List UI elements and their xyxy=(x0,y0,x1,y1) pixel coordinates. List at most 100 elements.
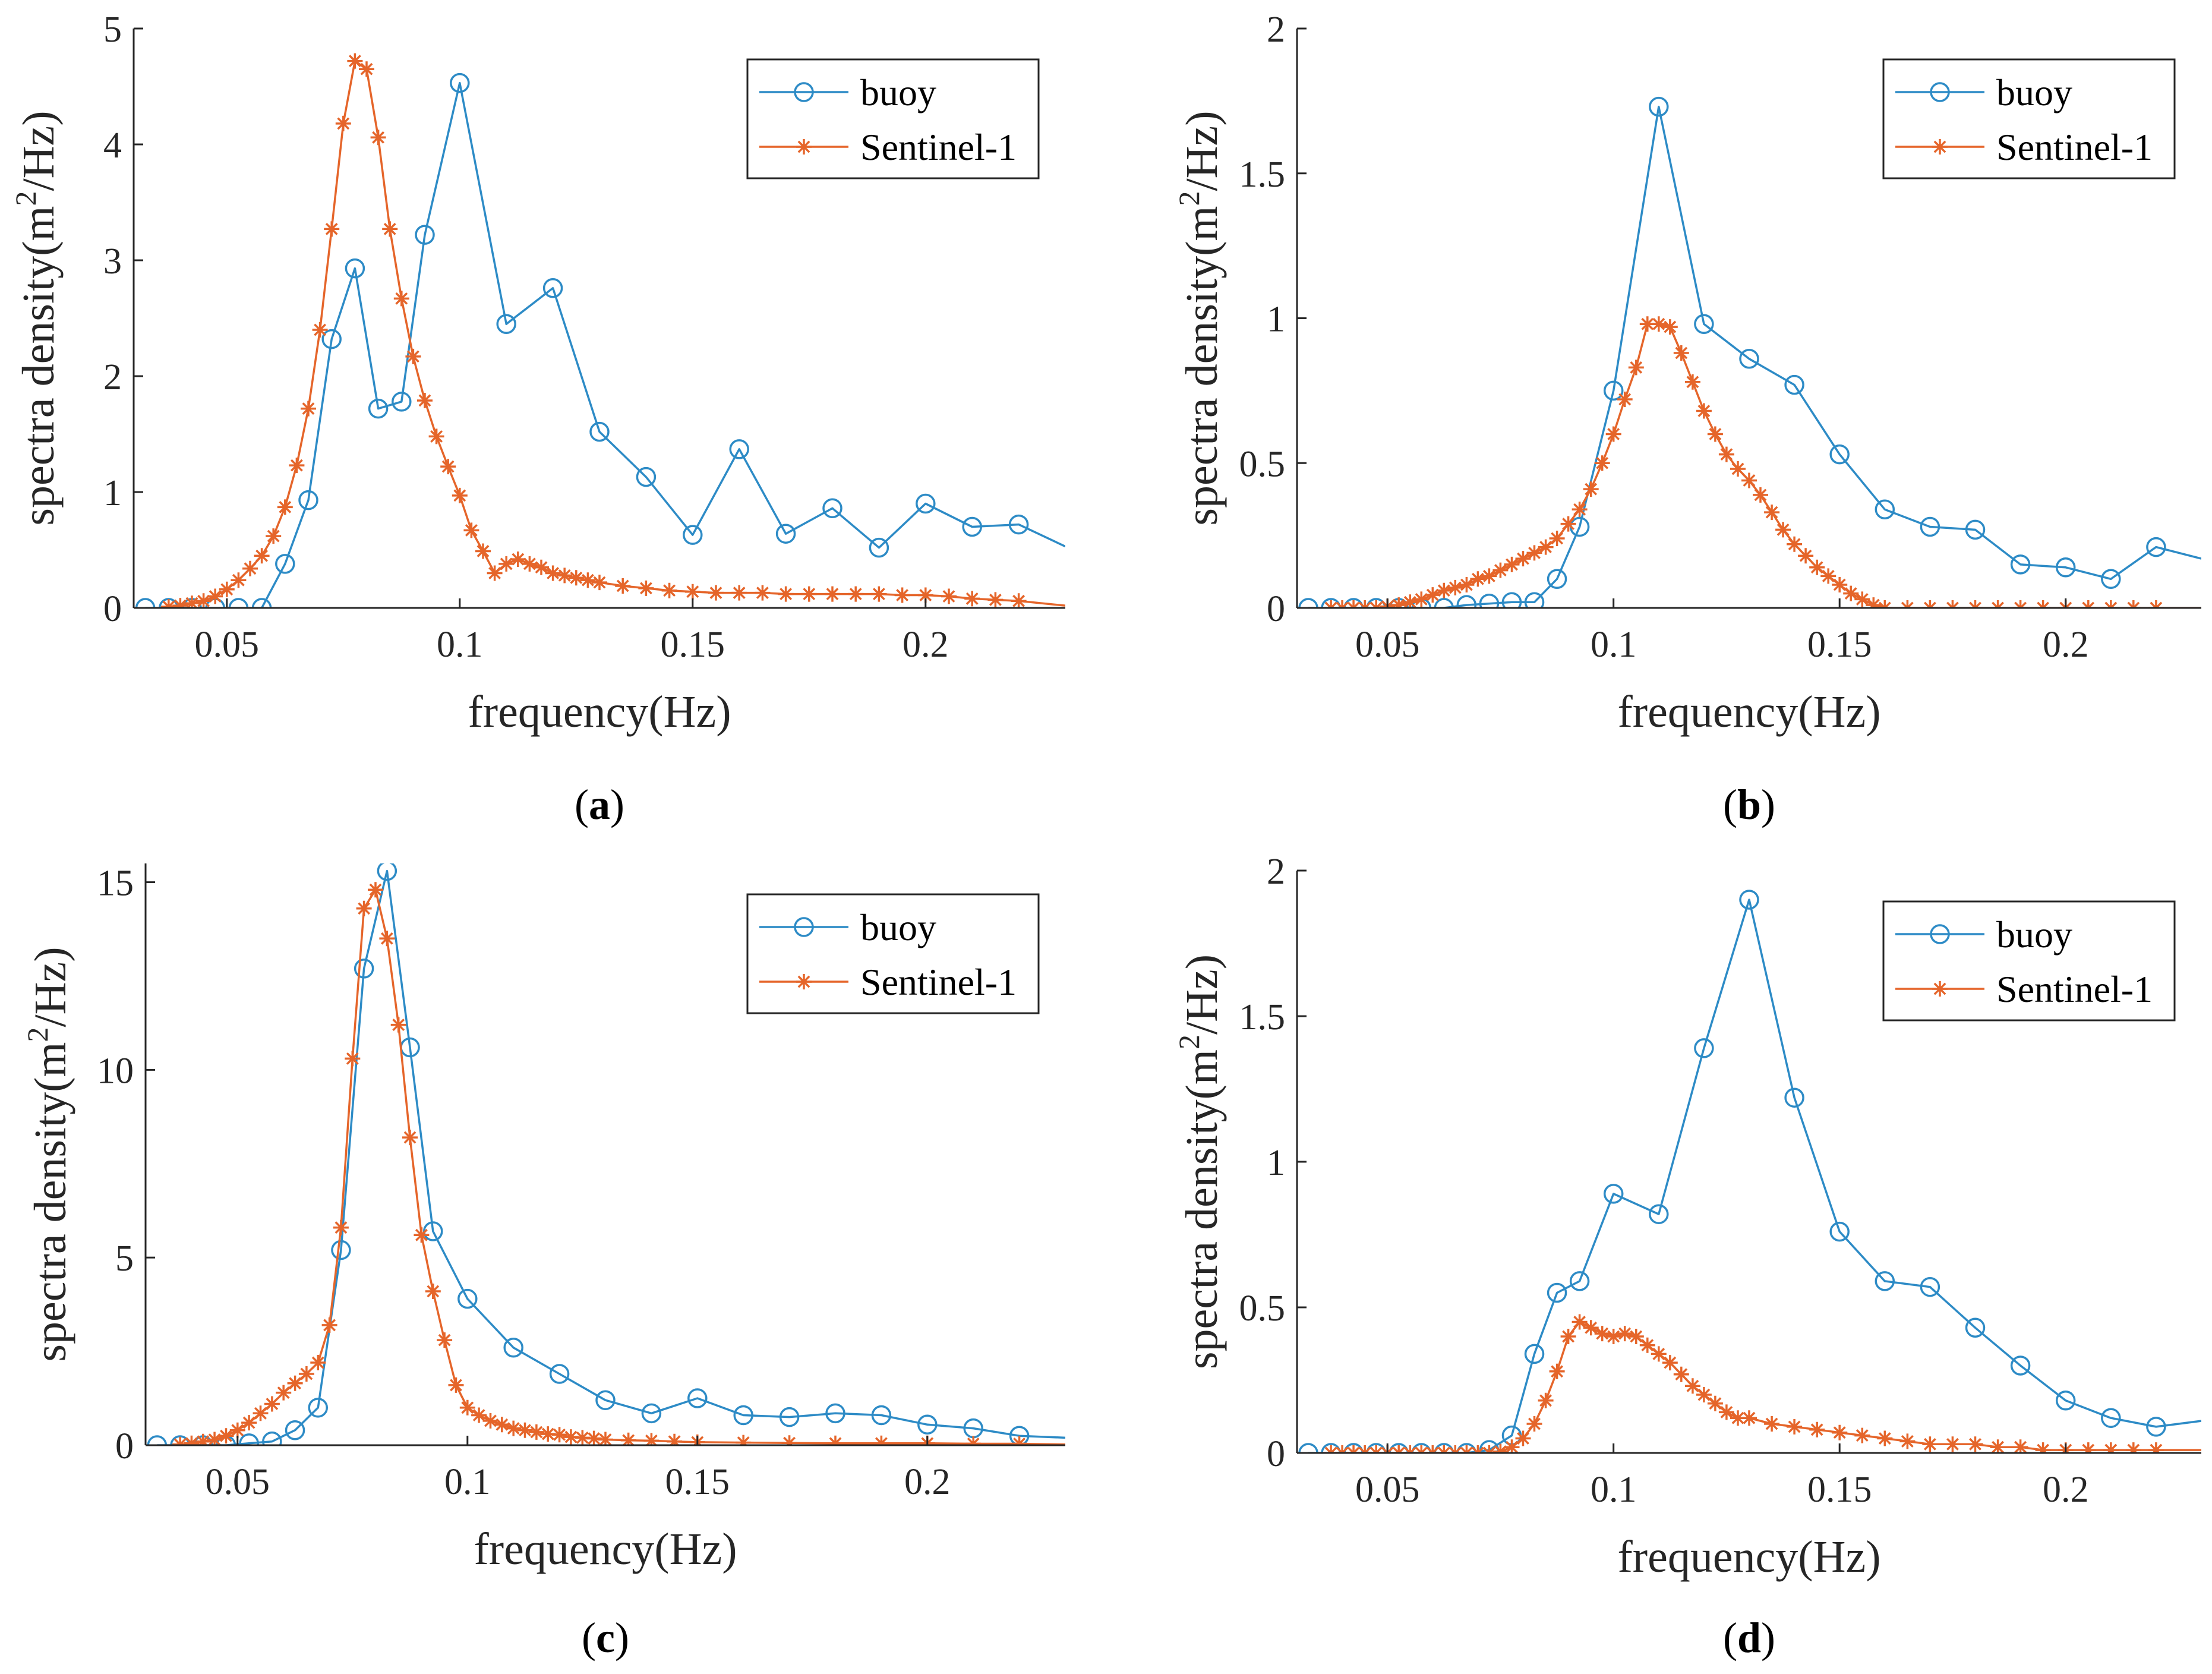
data-point xyxy=(1662,1355,1678,1371)
data-point xyxy=(733,1405,753,1426)
data-point xyxy=(264,1396,280,1412)
data-point xyxy=(135,598,156,608)
data-point xyxy=(1707,426,1723,442)
data-point xyxy=(661,582,677,598)
data-point xyxy=(1456,595,1477,608)
data-point xyxy=(1008,514,1029,535)
data-point xyxy=(298,1366,314,1382)
data-point xyxy=(448,1377,464,1393)
data-point xyxy=(1820,568,1837,584)
data-point xyxy=(1549,1363,1565,1379)
data-point xyxy=(195,593,212,608)
y-tick-label: 0 xyxy=(115,1426,134,1467)
data-point xyxy=(1603,380,1624,401)
data-point xyxy=(487,565,503,581)
data-point xyxy=(2146,537,2166,557)
data-point xyxy=(1739,890,1759,910)
data-point xyxy=(1011,593,1027,608)
data-point xyxy=(580,572,596,588)
data-point xyxy=(1628,1329,1644,1344)
data-point xyxy=(1413,591,1430,607)
data-point xyxy=(778,586,794,602)
data-point xyxy=(219,581,235,597)
data-point xyxy=(324,221,340,237)
data-point xyxy=(962,516,982,537)
data-point xyxy=(1343,1443,1364,1453)
data-point xyxy=(229,1422,245,1438)
data-point xyxy=(1696,403,1712,419)
y-tick-label: 1 xyxy=(103,473,122,513)
data-point xyxy=(1391,597,1407,608)
data-point xyxy=(345,1051,361,1067)
data-point xyxy=(1560,516,1576,532)
data-point xyxy=(2010,554,2031,575)
data-point xyxy=(251,598,272,608)
data-point xyxy=(285,1420,305,1440)
data-point xyxy=(1730,1410,1746,1426)
data-point xyxy=(517,1422,533,1438)
data-point xyxy=(405,348,421,364)
data-point xyxy=(1809,559,1825,575)
data-point xyxy=(1526,1416,1542,1432)
data-point xyxy=(402,1130,418,1146)
y-tick-label: 5 xyxy=(103,10,122,50)
legend-star-icon xyxy=(1932,981,1948,997)
data-point xyxy=(638,580,654,596)
x-tick-label: 0.15 xyxy=(1807,1470,1872,1510)
data-point xyxy=(1899,1433,1916,1449)
chart-panel-b: 0.05 0.1 0.15 0.2 0 0.5 1 1.5 2 frequency(Hz) spec… xyxy=(1172,10,2201,828)
data-point xyxy=(301,401,316,417)
data-point xyxy=(503,1338,523,1358)
x-tick-label: 0.2 xyxy=(904,1462,951,1502)
data-point xyxy=(781,1435,797,1445)
data-point xyxy=(848,586,864,602)
data-point xyxy=(1343,598,1364,608)
data-point xyxy=(534,559,549,575)
data-point xyxy=(1594,455,1610,471)
data-point xyxy=(262,1431,282,1445)
data-point xyxy=(528,1424,544,1440)
data-point xyxy=(1741,1410,1757,1426)
legend-label: buoy xyxy=(1996,71,2072,114)
data-point xyxy=(390,1017,406,1033)
y-tick-label: 0 xyxy=(1267,589,1285,629)
data-point xyxy=(459,1399,475,1416)
data-point xyxy=(1673,1366,1689,1382)
data-point xyxy=(1366,598,1386,608)
legend-circle-icon xyxy=(794,917,814,937)
panel-caption: (d) xyxy=(1723,1614,1775,1662)
data-point xyxy=(1639,316,1655,332)
data-point xyxy=(1526,545,1542,561)
x-tick-label: 0.15 xyxy=(665,1462,730,1502)
data-point xyxy=(241,1415,257,1431)
legend: buoy Sentinel-1 xyxy=(1882,58,2176,179)
data-point xyxy=(1434,598,1454,608)
data-point xyxy=(452,487,468,503)
data-point xyxy=(620,1432,636,1445)
data-point xyxy=(1965,519,1986,540)
data-point xyxy=(347,53,363,69)
data-point xyxy=(1764,505,1780,521)
data-point xyxy=(1694,1038,1714,1058)
legend-label: Sentinel-1 xyxy=(1996,968,2153,1010)
data-point xyxy=(575,1430,591,1445)
data-point xyxy=(482,1413,498,1429)
data-point xyxy=(917,587,933,603)
data-point xyxy=(1456,1443,1477,1453)
data-point xyxy=(731,585,747,601)
series-sentinel-1 xyxy=(160,53,1065,608)
legend-label: buoy xyxy=(860,906,936,948)
data-point xyxy=(1829,444,1850,465)
data-point xyxy=(1538,539,1554,555)
x-tick-label: 0.2 xyxy=(903,625,949,665)
data-point xyxy=(549,1364,570,1384)
legend-label: Sentinel-1 xyxy=(860,961,1017,1003)
data-point xyxy=(170,1435,190,1445)
data-point xyxy=(471,1407,487,1423)
data-point xyxy=(382,221,398,237)
data-point xyxy=(1583,1320,1599,1336)
y-tick-label: 2 xyxy=(103,357,122,398)
data-point xyxy=(331,1240,351,1260)
legend-label: Sentinel-1 xyxy=(1996,126,2153,168)
x-tick-label: 0.15 xyxy=(661,625,725,665)
